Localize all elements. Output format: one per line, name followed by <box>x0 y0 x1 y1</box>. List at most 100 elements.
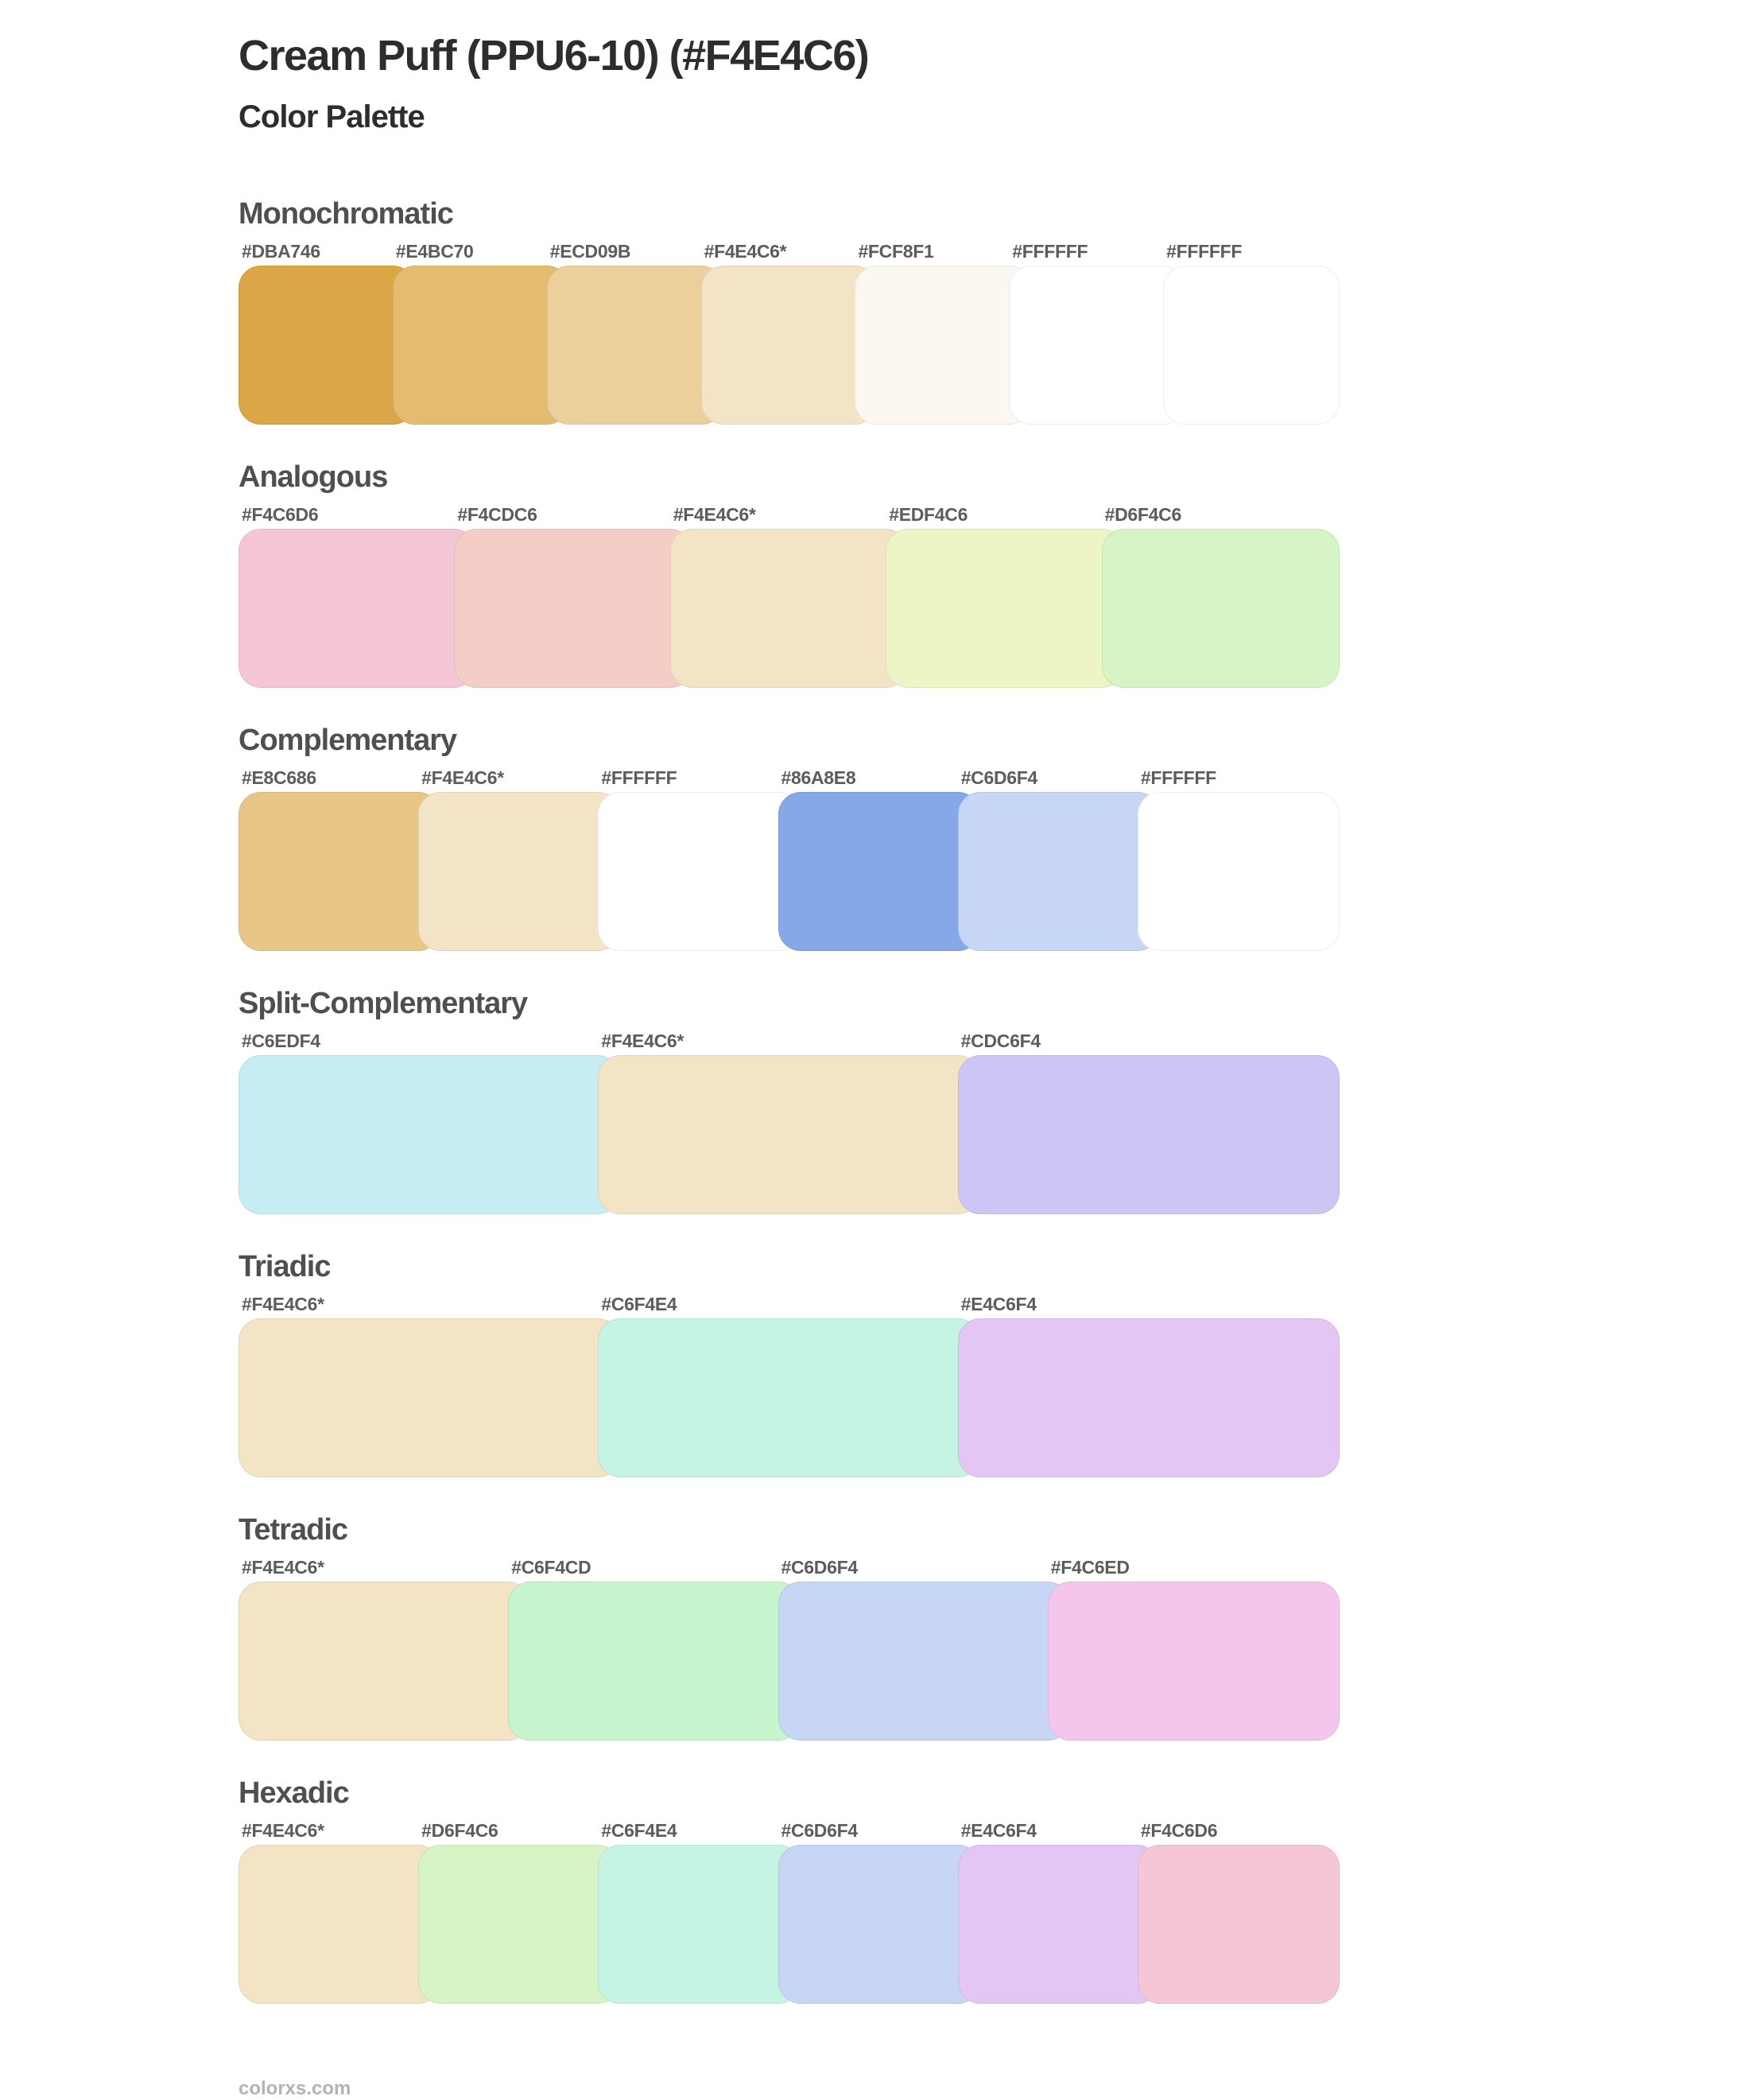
color-swatch[interactable] <box>238 1844 441 2004</box>
swatch-column: #E8C686 <box>238 767 441 951</box>
swatch-column: #C6EDF4 <box>238 1030 621 1214</box>
color-swatch[interactable] <box>1163 265 1340 425</box>
palette-section: Monochromatic #DBA746 #E4BC70 #ECD09B #F4E4… <box>238 199 1344 425</box>
color-swatch[interactable] <box>238 265 415 425</box>
swatch-row: #F4E4C6* #C6F4CD #C6D6F4 #F4C6ED <box>238 1557 1340 1741</box>
color-swatch[interactable] <box>238 1054 621 1214</box>
swatch-hex-label: #E4C6F4 <box>960 1293 1037 1314</box>
swatch-column: #FFFFFF <box>1009 241 1186 425</box>
swatch-hex-label: #FCF8F1 <box>858 240 934 262</box>
swatch-hex-label: #EDF4C6 <box>889 503 968 525</box>
swatch-column: #C6D6F4 <box>957 767 1160 951</box>
swatch-hex-label: #F4E4C6* <box>242 1819 324 1841</box>
footer-site-link[interactable]: colorxs.com <box>238 2077 351 2099</box>
swatch-column: #CDC6F4 <box>957 1030 1340 1214</box>
color-swatch[interactable] <box>886 528 1124 688</box>
page-content: Cream Puff (PPU6-10) (#F4E4C6) Color Pal… <box>238 33 1344 2100</box>
color-swatch[interactable] <box>855 265 1032 425</box>
swatch-row: #F4E4C6* #D6F4C6 #C6F4E4 #C6D6F4 #E4C6F4 #F4C… <box>238 1820 1340 2004</box>
section-heading: Complementary <box>238 723 457 757</box>
swatch-hex-label: #FFFFFF <box>1140 767 1216 788</box>
swatch-column: #EDF4C6 <box>886 503 1124 688</box>
swatch-hex-label: #F4E4C6* <box>673 503 756 525</box>
color-swatch[interactable] <box>598 1318 980 1477</box>
color-swatch[interactable] <box>418 791 621 951</box>
swatch-hex-label: #F4E4C6* <box>421 767 504 788</box>
swatch-column: #F4E4C6* <box>598 1031 980 1214</box>
swatch-hex-label: #D6F4C6 <box>421 1819 498 1841</box>
swatch-column: #86A8E8 <box>778 767 980 951</box>
color-swatch[interactable] <box>508 1581 801 1741</box>
swatch-column: #C6D6F4 <box>778 1557 1070 1741</box>
swatch-hex-label: #86A8E8 <box>781 767 856 788</box>
swatch-column: #C6F4E4 <box>598 1819 801 2004</box>
section-heading: Split-Complementary <box>238 986 528 1020</box>
swatch-row: #C6EDF4 #F4E4C6* #CDC6F4 <box>238 1031 1340 1214</box>
color-swatch[interactable] <box>1009 265 1186 425</box>
swatch-hex-label: #FFFFFF <box>601 767 677 788</box>
swatch-hex-label: #C6D6F4 <box>960 767 1038 788</box>
swatch-column: #C6D6F4 <box>778 1820 980 2004</box>
color-swatch[interactable] <box>957 791 1160 951</box>
section-heading: Monochromatic <box>238 196 454 231</box>
color-swatch[interactable] <box>238 791 441 951</box>
swatch-hex-label: #F4E4C6* <box>242 1556 324 1578</box>
color-swatch[interactable] <box>957 1318 1340 1477</box>
color-swatch[interactable] <box>546 265 723 425</box>
color-swatch[interactable] <box>598 791 801 951</box>
palette-section: Triadic #F4E4C6* #C6F4E4 #E4C6F4 <box>238 1252 1344 1477</box>
palette-section: Complementary #E8C686 #F4E4C6* #FFFFFF #86A… <box>238 725 1344 951</box>
swatch-column: #F4C6ED <box>1047 1557 1340 1741</box>
color-swatch[interactable] <box>957 1844 1160 2004</box>
swatch-column: #F4C6D6 <box>238 504 477 688</box>
color-swatch[interactable] <box>598 1844 801 2004</box>
color-swatch[interactable] <box>1137 1844 1340 2004</box>
swatch-hex-label: #C6F4E4 <box>601 1819 677 1841</box>
palette-section: Hexadic #F4E4C6* #D6F4C6 #C6F4E4 #C6D6F4 #E4… <box>238 1778 1344 2004</box>
color-swatch[interactable] <box>238 528 477 688</box>
swatch-column: #D6F4C6 <box>1101 503 1340 688</box>
swatch-hex-label: #C6D6F4 <box>781 1819 859 1841</box>
color-swatch[interactable] <box>238 1581 531 1741</box>
color-swatch[interactable] <box>392 265 569 425</box>
color-swatch[interactable] <box>778 1581 1070 1741</box>
color-swatch[interactable] <box>700 265 878 425</box>
swatch-hex-label: #F4C6D6 <box>1140 1819 1218 1841</box>
swatch-column: #F4CDC6 <box>454 504 692 688</box>
section-heading: Hexadic <box>238 1776 350 1810</box>
color-swatch[interactable] <box>669 528 909 688</box>
color-swatch[interactable] <box>957 1054 1340 1214</box>
swatch-hex-label: #C6D6F4 <box>781 1556 859 1578</box>
swatch-hex-label: #E4BC70 <box>395 240 474 262</box>
color-swatch[interactable] <box>238 1318 621 1477</box>
swatch-column: #F4C6D6 <box>1137 1819 1340 2004</box>
section-heading: Analogous <box>238 460 388 494</box>
color-swatch[interactable] <box>598 1054 980 1214</box>
swatch-column: #C6F4E4 <box>598 1293 980 1477</box>
swatch-column: #E4C6F4 <box>957 1820 1160 2004</box>
color-swatch[interactable] <box>1137 791 1340 951</box>
color-swatch[interactable] <box>778 791 980 951</box>
swatch-hex-label: #CDC6F4 <box>960 1030 1041 1051</box>
color-swatch[interactable] <box>778 1844 980 2004</box>
color-swatch[interactable] <box>454 528 692 688</box>
swatch-column: #E4BC70 <box>392 240 569 425</box>
swatch-row: #E8C686 #F4E4C6* #FFFFFF #86A8E8 #C6D6F4 #FFF… <box>238 767 1340 951</box>
swatch-column: #ECD09B <box>546 241 723 425</box>
swatch-column: #D6F4C6 <box>418 1819 621 2004</box>
swatch-column: #F4E4C6* <box>418 767 621 951</box>
color-swatch[interactable] <box>418 1844 621 2004</box>
swatch-hex-label: #C6F4E4 <box>601 1293 677 1314</box>
color-swatch[interactable] <box>1047 1581 1340 1741</box>
swatch-row: #F4E4C6* #C6F4E4 #E4C6F4 <box>238 1294 1340 1477</box>
swatch-column: #E4C6F4 <box>957 1293 1340 1477</box>
swatch-hex-label: #D6F4C6 <box>1104 503 1182 525</box>
swatch-hex-label: #F4E4C6* <box>704 240 787 262</box>
swatch-hex-label: #C6EDF4 <box>242 1030 320 1051</box>
swatch-column: #FCF8F1 <box>855 240 1032 425</box>
page-title: Cream Puff (PPU6-10) (#F4E4C6) <box>238 32 870 80</box>
section-heading: Triadic <box>238 1249 332 1283</box>
color-swatch[interactable] <box>1101 528 1340 688</box>
swatch-column: #F4E4C6* <box>238 1556 531 1741</box>
swatch-column: #FFFFFF <box>1163 241 1340 425</box>
